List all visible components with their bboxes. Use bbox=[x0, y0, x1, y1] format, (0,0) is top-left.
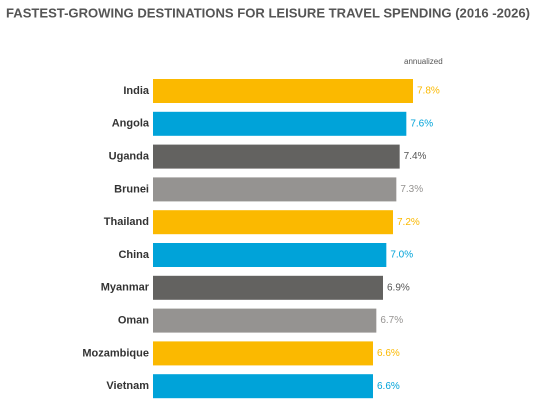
value-label: 7.6% bbox=[410, 118, 433, 129]
bar bbox=[153, 341, 373, 366]
bar bbox=[153, 111, 407, 136]
chart-title: FASTEST-GROWING DESTINATIONS FOR LEISURE… bbox=[6, 5, 530, 20]
category-label: China bbox=[118, 249, 149, 261]
value-label: 6.6% bbox=[377, 381, 400, 392]
value-label: 6.9% bbox=[387, 282, 410, 293]
category-label: Uganda bbox=[109, 151, 150, 163]
bar bbox=[153, 243, 387, 267]
value-label: 6.7% bbox=[380, 315, 403, 326]
bar bbox=[153, 374, 373, 399]
category-label: Vietnam bbox=[106, 380, 149, 392]
category-label: Myanmar bbox=[101, 282, 150, 294]
bar bbox=[153, 79, 413, 103]
bar bbox=[153, 210, 393, 235]
bar bbox=[153, 144, 400, 169]
value-label: 7.8% bbox=[417, 86, 440, 97]
value-label: 6.6% bbox=[377, 348, 400, 359]
value-label: 7.3% bbox=[400, 184, 423, 195]
bar bbox=[153, 275, 383, 300]
value-label: 7.2% bbox=[397, 217, 420, 228]
category-label: Oman bbox=[118, 315, 149, 327]
category-label: Brunei bbox=[114, 183, 149, 195]
category-label: Thailand bbox=[104, 216, 149, 228]
bar bbox=[153, 308, 377, 333]
bar bbox=[153, 177, 397, 202]
value-label: 7.4% bbox=[404, 151, 427, 162]
category-label: Angola bbox=[112, 118, 150, 130]
annotation: annualized bbox=[404, 57, 443, 66]
category-label: India bbox=[123, 85, 150, 97]
category-label: Mozambique bbox=[82, 347, 149, 359]
value-label: 7.0% bbox=[390, 250, 413, 261]
